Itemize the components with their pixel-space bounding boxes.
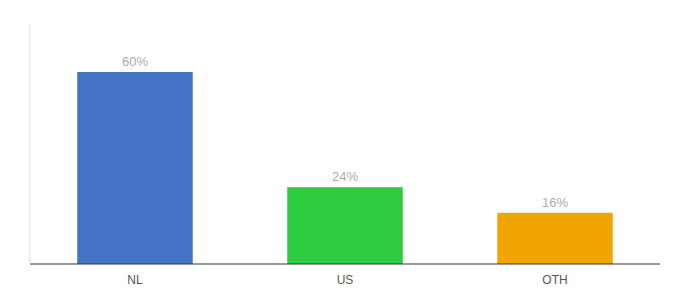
data-label: 24% (332, 169, 358, 184)
data-label: 16% (542, 195, 568, 210)
axes: NL US OTH (30, 24, 660, 287)
x-tick-label: NL (127, 273, 143, 287)
chart-container: NL US OTH 60% 24% 16% (0, 0, 680, 300)
chart: NL US OTH 60% 24% 16% (0, 0, 680, 300)
bar (77, 72, 193, 264)
bar (287, 187, 403, 264)
bars (77, 72, 613, 264)
x-tick-label: OTH (542, 273, 567, 287)
data-label: 60% (122, 54, 148, 69)
data-labels: 60% 24% 16% (122, 54, 568, 210)
x-tick-label: US (337, 273, 354, 287)
x-axis-line (30, 264, 660, 265)
bar (497, 213, 613, 264)
y-axis-line (30, 24, 31, 264)
